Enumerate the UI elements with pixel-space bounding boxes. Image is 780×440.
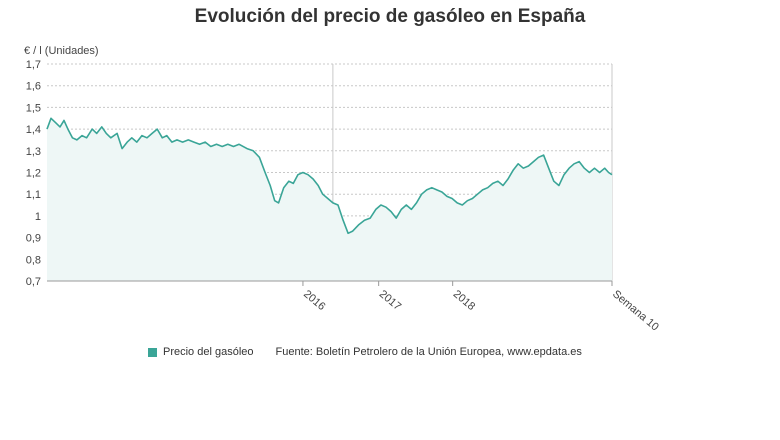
y-tick-label: 0,9: [26, 233, 41, 245]
x-tick-label: 2016: [301, 288, 327, 313]
x-tick-label: 2017: [377, 288, 403, 313]
y-axis-title: € / l (Unidades): [24, 45, 99, 57]
y-tick-label: 1,2: [26, 168, 41, 180]
legend-swatch: [148, 347, 157, 357]
y-tick-label: 1,1: [26, 189, 41, 201]
y-tick-label: 1,5: [26, 102, 41, 114]
y-tick-label: 0,8: [26, 254, 41, 266]
chart-title: Evolución del precio de gasóleo en Españ…: [194, 6, 586, 27]
source-note: Fuente: Boletín Petrolero de la Unión Eu…: [275, 346, 582, 358]
legend-series-label: Precio del gasóleo: [163, 346, 254, 358]
series-line: [46, 117, 613, 235]
x-tick-label: Semana 10: [610, 288, 661, 333]
legend: Precio del gasóleo Fuente: Boletín Petro…: [148, 346, 582, 358]
x-tick-label: 2018: [451, 288, 477, 313]
y-tick-label: 1,3: [26, 146, 41, 158]
series-area: [47, 118, 612, 281]
y-tick-label: 0,7: [26, 276, 41, 288]
y-tick-label: 1,4: [26, 124, 41, 136]
y-tick-label: 1,6: [26, 81, 41, 93]
y-tick-label: 1,7: [26, 59, 41, 71]
y-tick-label: 1: [35, 211, 41, 223]
